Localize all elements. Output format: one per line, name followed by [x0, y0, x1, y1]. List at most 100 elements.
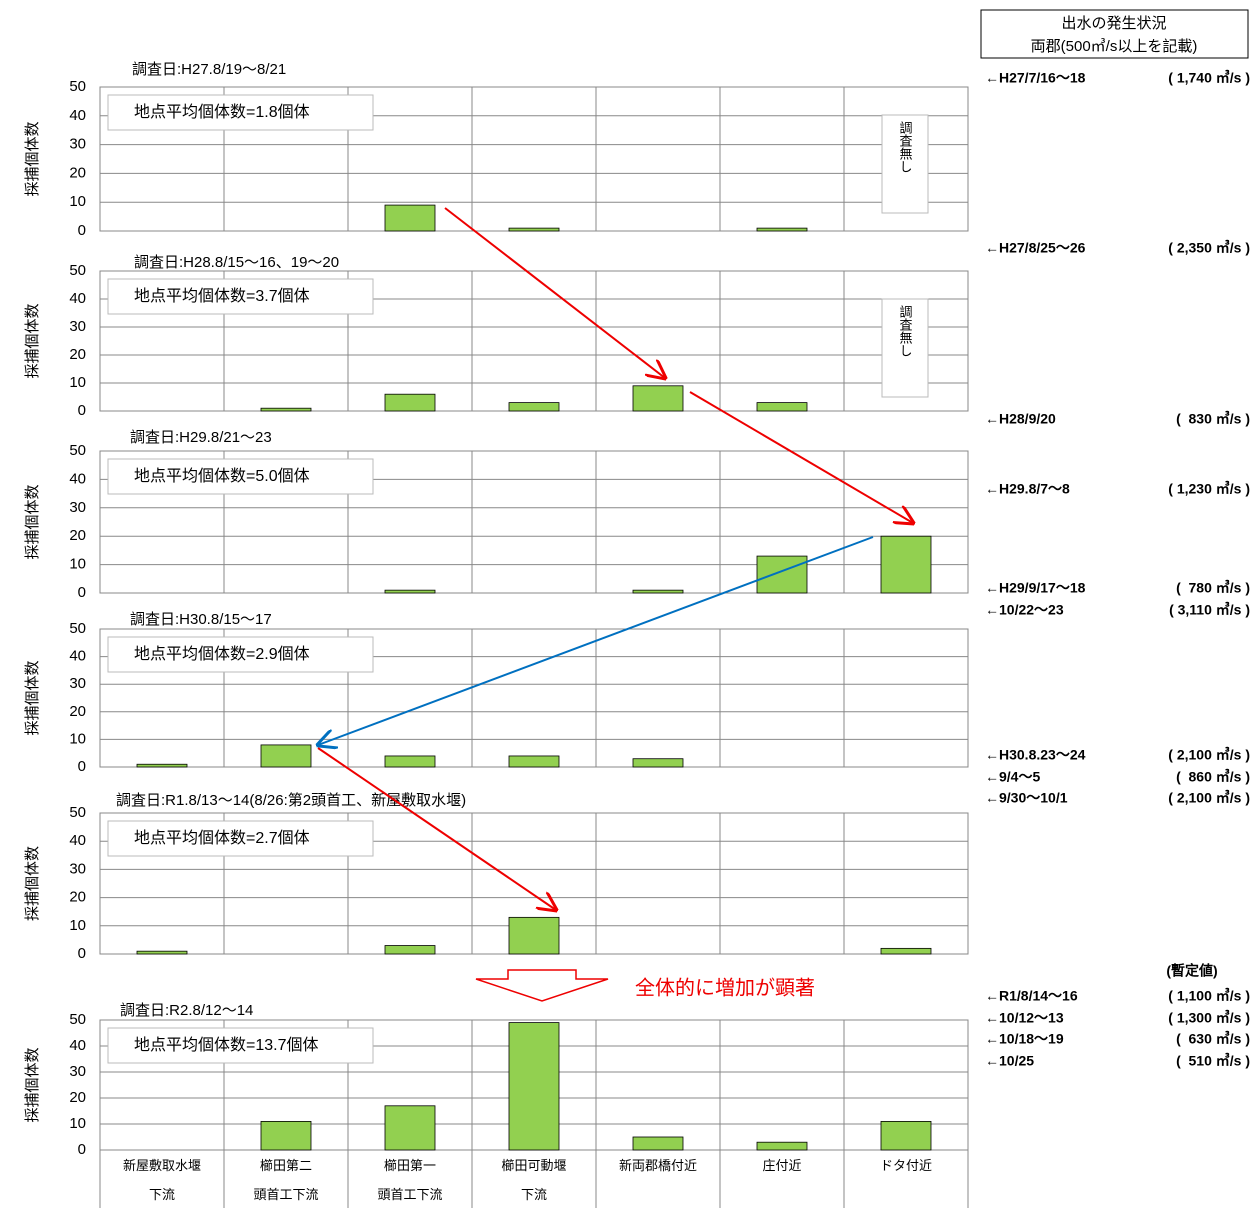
y-tick-label: 20	[69, 346, 86, 363]
flood-flow: ( 1,100 ㎥/s )	[1168, 988, 1250, 1004]
flood-flow: ( 2,350 ㎥/s )	[1168, 240, 1250, 256]
y-tick-label: 10	[69, 730, 86, 747]
down-arrow	[475, 969, 609, 1002]
flood-panel-box	[980, 9, 1249, 59]
y-axis-label: 採捕個体数	[24, 121, 41, 196]
flood-date: ←10/22～23	[985, 602, 1064, 618]
y-tick-label: 30	[69, 318, 86, 335]
y-tick-label: 50	[69, 442, 86, 459]
chart-title: 調査日:H27.8/19～8/21	[132, 61, 286, 78]
bar	[136, 950, 188, 955]
bar	[508, 227, 560, 232]
y-tick-label: 30	[69, 499, 86, 516]
y-tick-label: 10	[69, 193, 86, 210]
bar	[632, 589, 684, 594]
y-tick-label: 50	[69, 620, 86, 637]
y-tick-label: 10	[69, 556, 86, 573]
bar	[756, 555, 808, 594]
x-tick-label: 櫛田第一 頭首工下流	[377, 1158, 443, 1202]
y-tick-label: 30	[69, 675, 86, 692]
annotation: 地点平均個体数=3.7個体	[134, 287, 310, 305]
y-tick-label: 0	[78, 222, 86, 239]
y-tick-label: 30	[69, 136, 86, 153]
flood-date: ←9/30～10/1	[985, 790, 1068, 806]
bar	[880, 1121, 932, 1151]
y-tick-label: 20	[69, 1089, 86, 1106]
y-tick-label: 30	[69, 1063, 86, 1080]
chart-title: 調査日:H28.8/15～16、19～20	[134, 254, 339, 271]
y-axis-label: 採捕個体数	[24, 1047, 41, 1122]
bar	[632, 1136, 684, 1151]
flood-date: ←H29/9/17～18	[985, 580, 1086, 596]
y-tick-label: 20	[69, 164, 86, 181]
chart-title: 調査日:H30.8/15～17	[130, 611, 272, 628]
flood-flow: ( 630 ㎥/s )	[1176, 1031, 1250, 1047]
flood-flow: ( 830 ㎥/s )	[1176, 411, 1250, 427]
y-tick-label: 20	[69, 889, 86, 906]
y-tick-label: 0	[78, 945, 86, 962]
annotation-box	[107, 278, 374, 315]
trend-arrow	[444, 207, 665, 378]
note-box	[881, 114, 929, 214]
y-tick-label: 0	[78, 758, 86, 775]
flood-date: ←H30.8.23～24	[985, 747, 1086, 763]
annotation-box	[107, 1027, 374, 1064]
y-tick-label: 0	[78, 584, 86, 601]
note-box	[881, 298, 929, 398]
y-axis-label: 採捕個体数	[24, 660, 41, 735]
flood-date: ←10/18～19	[985, 1031, 1064, 1047]
flood-flow: ( 780 ㎥/s )	[1176, 580, 1250, 596]
y-axis-label: 採捕個体数	[24, 484, 41, 559]
x-tick-label: 庄付近	[762, 1158, 802, 1173]
y-tick-label: 40	[69, 1037, 86, 1054]
flood-date: ←H29.8/7～8	[985, 481, 1070, 497]
bar	[384, 589, 436, 594]
y-tick-label: 40	[69, 290, 86, 307]
y-tick-label: 40	[69, 832, 86, 849]
flood-flow: ( 510 ㎥/s )	[1176, 1053, 1250, 1069]
provisional-label: (暫定値)	[1166, 963, 1217, 979]
flood-flow: ( 1,740 ㎥/s )	[1168, 70, 1250, 86]
callout: 全体的に増加が顕著	[635, 976, 815, 999]
y-tick-label: 30	[69, 860, 86, 877]
note: 調査無し	[898, 121, 913, 173]
y-tick-label: 0	[78, 1141, 86, 1158]
bar	[880, 535, 932, 594]
y-axis-label: 採捕個体数	[24, 303, 41, 378]
flood-flow: ( 1,230 ㎥/s )	[1168, 481, 1250, 497]
annotation: 地点平均個体数=2.9個体	[134, 645, 310, 663]
bar	[756, 1141, 808, 1151]
flood-date: ←9/4～5	[985, 769, 1040, 785]
bar	[632, 385, 684, 412]
y-tick-label: 10	[69, 374, 86, 391]
annotation: 地点平均個体数=2.7個体	[134, 829, 310, 847]
y-tick-label: 10	[69, 1115, 86, 1132]
x-tick-label: 新両郡橋付近	[618, 1158, 697, 1173]
bar	[384, 204, 436, 232]
annotation-box	[107, 820, 374, 857]
flood-flow: ( 3,110 ㎥/s )	[1169, 602, 1250, 618]
y-tick-label: 0	[78, 402, 86, 419]
y-tick-label: 50	[69, 1011, 86, 1028]
flood-date: ←H27/8/25～26	[985, 240, 1086, 256]
annotation: 地点平均個体数=5.0個体	[134, 467, 310, 485]
y-tick-label: 50	[69, 804, 86, 821]
flood-date: ←10/25	[985, 1053, 1034, 1069]
annotation: 地点平均個体数=13.7個体	[134, 1036, 319, 1054]
annotation-box	[107, 94, 374, 131]
bar	[756, 227, 808, 232]
flood-date: ←10/12～13	[985, 1010, 1064, 1026]
y-tick-label: 10	[69, 917, 86, 934]
y-tick-label: 40	[69, 470, 86, 487]
annotation: 地点平均個体数=1.8個体	[134, 103, 310, 121]
bar	[632, 758, 684, 768]
annotation-box	[107, 458, 374, 495]
note: 調査無し	[898, 305, 913, 357]
bar	[880, 947, 932, 955]
y-tick-label: 20	[69, 703, 86, 720]
bar	[260, 1121, 312, 1151]
flood-panel-subtitle: 両郡(500㎥/s以上を記載)	[1031, 38, 1198, 55]
bar	[508, 402, 560, 412]
